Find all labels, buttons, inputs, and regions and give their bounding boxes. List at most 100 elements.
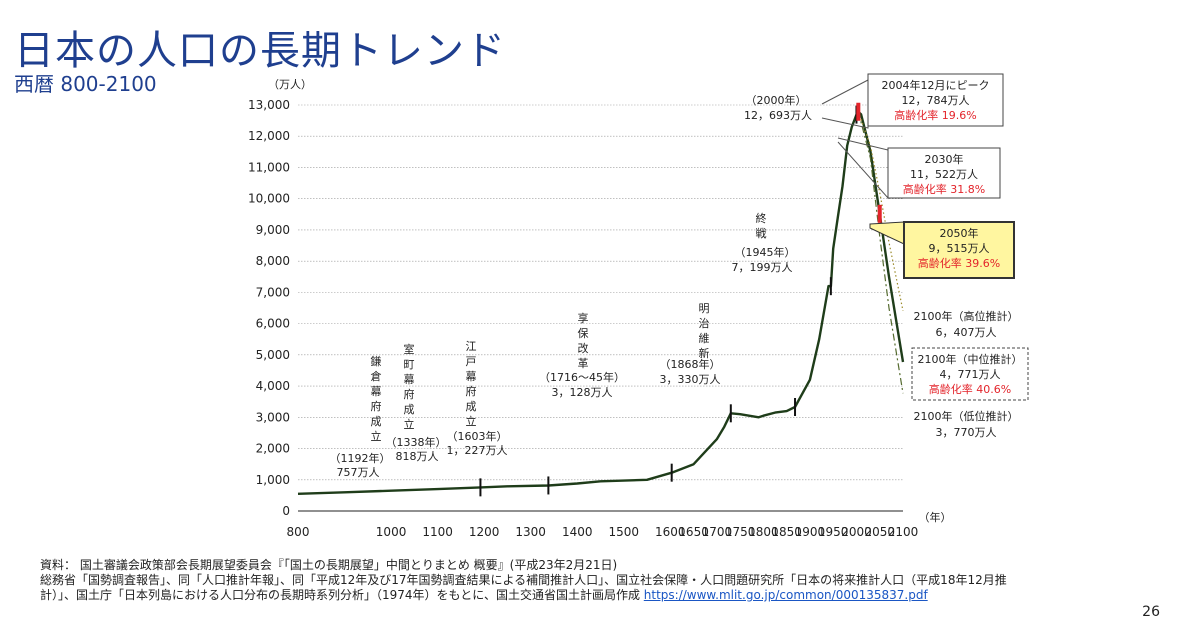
war-label: 終 — [756, 211, 767, 225]
kamakura-year: （1192年） — [330, 451, 391, 465]
edo-label: 成 — [466, 400, 477, 413]
edo-label: 戸 — [466, 355, 477, 368]
source-line-1: 資料： 国土審議会政策部会長期展望委員会『「国土の長期展望」中間とりまとめ 概要… — [40, 558, 618, 572]
y2050-callout-box — [903, 221, 1015, 279]
kyoho-label: 革 — [578, 356, 589, 370]
y-tick-label: 13,000 — [248, 98, 290, 112]
y-tick-label: 8,000 — [256, 254, 290, 268]
source-line-2: 総務省「国勢調査報告」、同「人口推計年報」、同「平成12年及び17年国勢調査結果… — [40, 573, 1007, 587]
x-tick-label: 1700 — [702, 525, 733, 539]
kamakura-value: 757万人 — [337, 466, 380, 479]
y2030-callout-line: 2030年 — [925, 152, 964, 166]
y-tick-label: 11,000 — [248, 160, 290, 174]
kyoho-label: 改 — [578, 341, 589, 355]
x-tick-label: 1500 — [608, 525, 639, 539]
x-tick-label: 1850 — [771, 525, 802, 539]
x-tick-label: 1200 — [469, 525, 500, 539]
x-tick-label: 1300 — [515, 525, 546, 539]
kamakura-label: 立 — [371, 429, 382, 443]
low-projection-line-1: 2100年（低位推計） — [914, 409, 1019, 423]
source-line-3-text: 計）」、国土庁「日本列島における人口分布の長期時系列分析」（1974年）をもとに… — [40, 588, 640, 602]
highlight-marker — [856, 102, 861, 121]
y2050-callout-line: 9，515万人 — [929, 242, 990, 255]
x-tick-label: 1900 — [795, 525, 826, 539]
x-unit-label: （年） — [919, 510, 952, 524]
muromachi-label: 町 — [404, 358, 415, 371]
y2050-callout-line: 2050年 — [940, 226, 979, 240]
y-tick-label: 5,000 — [256, 348, 290, 362]
mid-callout-box — [911, 347, 1029, 401]
y2030-callout-line: 11，522万人 — [910, 168, 978, 181]
x-tick-label: 2050 — [864, 525, 895, 539]
y2050-callout-line: 高齢化率 39.6% — [918, 256, 1000, 270]
y2000-value: 12，693万人 — [744, 109, 812, 122]
edo-label: 幕 — [466, 369, 477, 383]
y2030-callout-line: 高齢化率 31.8% — [903, 182, 985, 196]
x-tick-label: 1100 — [422, 525, 453, 539]
meiji-label: 維 — [699, 332, 710, 345]
peak-callout-line: 2004年12月にピーク — [882, 78, 990, 92]
y-tick-label: 4,000 — [256, 379, 290, 393]
peak-callout-line: 高齢化率 19.6% — [894, 108, 976, 122]
source-link[interactable]: https://www.mlit.go.jp/common/000135837.… — [643, 588, 928, 602]
y2050-pointer — [869, 221, 905, 245]
source-note: 資料： 国土審議会政策部会長期展望委員会『「国土の長期展望」中間とりまとめ 概要… — [40, 558, 1120, 603]
x-tick-label: 1950 — [818, 525, 849, 539]
muromachi-label: 成 — [404, 403, 415, 416]
muromachi-year: （1338年） — [386, 435, 447, 449]
edo-label: 立 — [466, 414, 477, 428]
x-tick-label: 1000 — [376, 525, 407, 539]
high-projection-line-1: 2100年（高位推計） — [914, 309, 1019, 323]
edo-year: （1603年） — [447, 429, 508, 443]
mid-callout-line: 高齢化率 40.6% — [929, 382, 1011, 396]
edo-value: 1，227万人 — [447, 444, 508, 457]
meiji-value: 3，330万人 — [660, 373, 721, 386]
meiji-label: 治 — [699, 316, 710, 330]
x-tick-label: 1800 — [748, 525, 779, 539]
war-year: （1945年） — [735, 245, 796, 259]
page-subtitle: 西暦 800-2100 — [14, 72, 157, 96]
y2030-callout-box — [887, 147, 1001, 199]
kamakura-label: 府 — [371, 399, 382, 413]
kyoho-label: 保 — [578, 326, 589, 340]
population-chart: 0 1,000 2,000 3,000 4,000 5,000 6,000 7,000 8,00… — [248, 73, 1029, 539]
muromachi-label: 幕 — [404, 372, 415, 386]
meiji-year: （1868年） — [660, 357, 721, 371]
source-line-3: 計）」、国土庁「日本列島における人口分布の長期時系列分析」（1974年）をもとに… — [40, 588, 1120, 603]
mid-callout-line: 2100年（中位推計） — [918, 352, 1023, 366]
x-tick-label: 1650 — [678, 525, 709, 539]
peak-callout-box — [867, 73, 1004, 127]
edo-label: 江 — [466, 340, 477, 353]
kyoho-year: （1716～45年） — [539, 370, 625, 384]
low-projection-line-2: 3，770万人 — [936, 426, 997, 439]
page-title: 日本の人口の長期トレンド — [14, 28, 506, 74]
mid-callout-line: 4，771万人 — [940, 368, 1001, 381]
kamakura-label: 幕 — [371, 384, 382, 398]
kyoho-value: 3，128万人 — [552, 386, 613, 399]
y-tick-label: 6,000 — [256, 317, 290, 331]
highlight-marker — [877, 204, 882, 223]
y-tick-label: 0 — [282, 504, 290, 518]
peak-leader — [821, 79, 869, 129]
x-tick-label: 2000 — [841, 525, 872, 539]
x-tick-label: 1400 — [562, 525, 593, 539]
kamakura-label: 成 — [371, 415, 382, 428]
muromachi-label: 室 — [404, 342, 415, 356]
y-tick-label: 3,000 — [256, 410, 290, 424]
y2000-year: （2000年） — [746, 93, 807, 107]
war-label: 戦 — [756, 227, 767, 240]
low-projection-line — [857, 111, 904, 394]
page-number: 26 — [1142, 604, 1160, 620]
muromachi-value: 818万人 — [396, 450, 439, 463]
y-tick-label: 9,000 — [256, 223, 290, 237]
y-tick-label: 10,000 — [248, 192, 290, 206]
high-projection-line-2: 6，407万人 — [936, 326, 997, 339]
kamakura-label: 倉 — [371, 369, 382, 383]
muromachi-label: 立 — [404, 417, 415, 431]
meiji-label: 新 — [699, 346, 710, 360]
y-unit-label: （万人） — [268, 78, 312, 91]
x-tick-label: 800 — [287, 525, 310, 539]
edo-label: 府 — [466, 384, 477, 398]
meiji-label: 明 — [699, 302, 710, 315]
kamakura-label: 鎌 — [371, 354, 382, 368]
